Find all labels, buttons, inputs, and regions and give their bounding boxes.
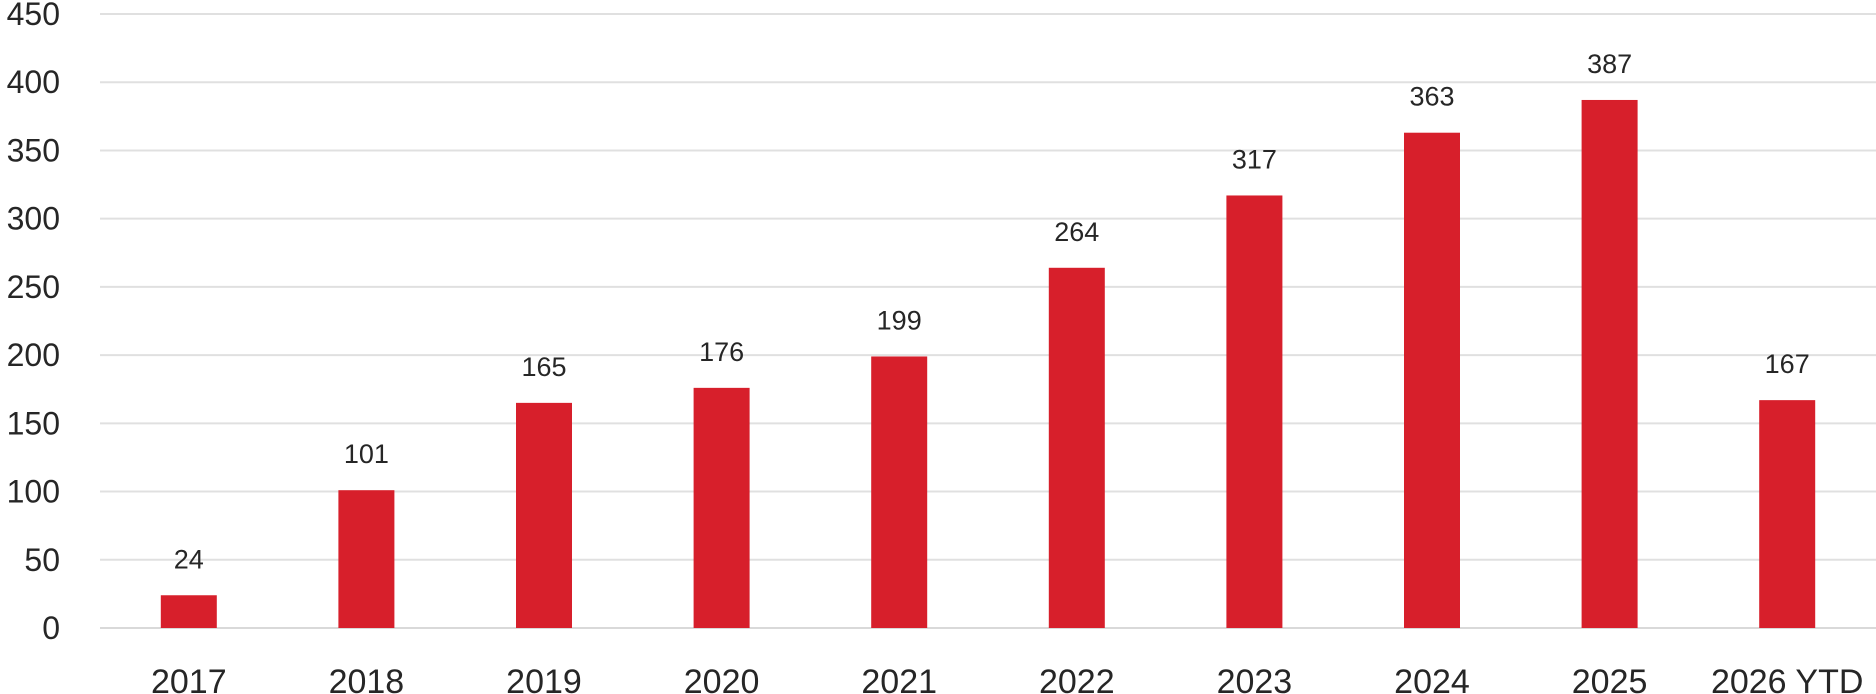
x-tick-label: 2019 (506, 663, 582, 694)
y-tick-label: 0 (42, 610, 60, 646)
x-tick-label: 2020 (684, 663, 760, 694)
y-tick-label: 300 (7, 201, 60, 237)
x-tick-label: 2022 (1039, 663, 1115, 694)
y-tick-label: 100 (7, 474, 60, 510)
data-label: 101 (344, 439, 389, 469)
x-tick-label: 2025 (1572, 663, 1648, 694)
x-axis-category-labels: 2017 2018 2019 2020 2021 2022 2023 2024 2025 2026… (151, 663, 1863, 694)
bar (1404, 132, 1460, 628)
bar (1048, 267, 1105, 628)
data-label: 24 (174, 544, 204, 574)
bar (1581, 99, 1638, 628)
x-tick-label: 2023 (1217, 663, 1293, 694)
y-tick-label: 50 (24, 542, 60, 578)
bar (338, 490, 395, 628)
data-label: 264 (1054, 217, 1099, 247)
data-label: 387 (1587, 49, 1632, 79)
bar (1226, 195, 1283, 628)
gridlines (100, 13, 1876, 629)
data-label: 363 (1409, 82, 1454, 112)
x-tick-label: 2021 (861, 663, 937, 694)
y-tick-label: 150 (7, 405, 60, 441)
x-tick-label: 2017 (151, 663, 227, 694)
y-tick-label: 200 (7, 337, 60, 373)
data-labels: 24 101 165 176 199 264 317 363 387 167 (174, 49, 1810, 574)
y-axis-tick-labels: 0 50 100 150 200 250 300 350 400 450 (7, 0, 60, 646)
data-label: 199 (877, 305, 922, 335)
x-tick-label: 2024 (1394, 663, 1470, 694)
x-tick-label: 2026 YTD (1711, 663, 1863, 694)
data-label: 167 (1765, 349, 1810, 379)
x-tick-label: 2018 (329, 663, 405, 694)
data-label: 317 (1232, 144, 1277, 174)
y-tick-label: 450 (7, 0, 60, 32)
y-tick-label: 400 (7, 64, 60, 100)
y-tick-label: 350 (7, 132, 60, 168)
bar (871, 356, 928, 628)
bars (160, 99, 1816, 628)
bar (693, 387, 750, 628)
data-label: 165 (521, 352, 566, 382)
data-label: 176 (699, 337, 744, 367)
y-tick-label: 250 (7, 269, 60, 305)
bar (1759, 400, 1816, 628)
bar (160, 595, 217, 628)
bar (516, 402, 572, 628)
